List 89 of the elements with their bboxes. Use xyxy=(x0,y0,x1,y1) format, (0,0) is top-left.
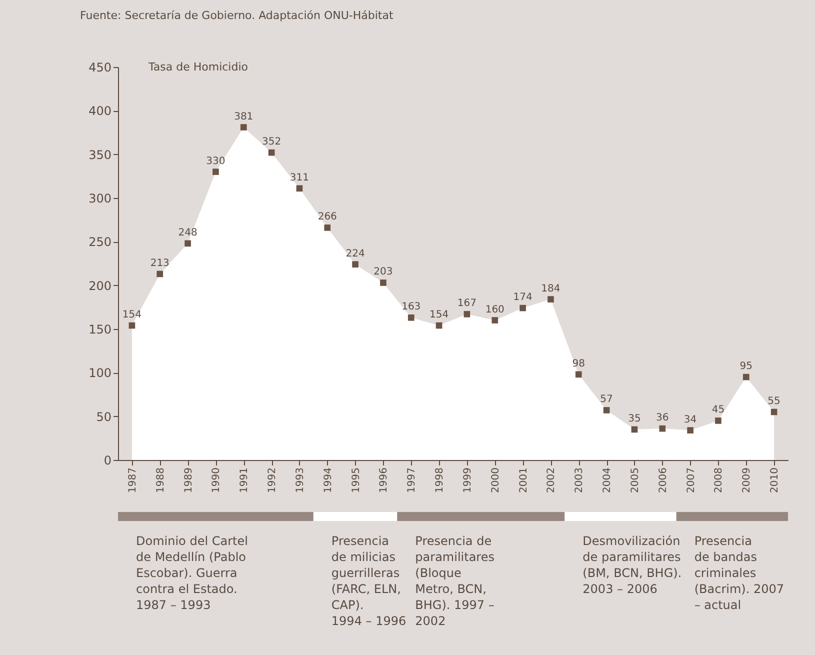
data-label: 57 xyxy=(600,394,613,406)
x-tick-label: 1998 xyxy=(434,468,446,493)
data-label: 55 xyxy=(768,396,780,407)
x-tick-label: 2005 xyxy=(630,468,641,493)
point xyxy=(687,427,694,434)
data-label: 203 xyxy=(374,266,393,278)
y-tick-label: 150 xyxy=(88,322,112,336)
x-tick-label: 1991 xyxy=(239,468,250,493)
point xyxy=(156,270,164,278)
x-tick-label: 2006 xyxy=(658,468,669,493)
data-label: 163 xyxy=(402,302,421,313)
data-label: 224 xyxy=(346,248,365,260)
point xyxy=(380,280,386,286)
data-label: 35 xyxy=(628,413,641,424)
x-tick-label: 1995 xyxy=(350,468,362,493)
y-tick-label: 350 xyxy=(88,148,112,162)
point xyxy=(184,240,191,247)
y-tick-label: 0 xyxy=(104,454,112,468)
x-tick-label: 1999 xyxy=(462,468,474,493)
x-tick-label: 1987 xyxy=(127,468,138,493)
x-tick-label: 2004 xyxy=(602,468,614,493)
y-tick-label: 250 xyxy=(88,235,112,250)
point xyxy=(128,322,136,329)
point xyxy=(324,224,331,231)
x-tick-label: 2007 xyxy=(686,468,697,493)
x-tick-label: 1990 xyxy=(211,468,222,493)
data-label: 95 xyxy=(740,361,752,372)
y-tick-label: 200 xyxy=(88,278,112,293)
y-tick-label: 100 xyxy=(88,366,112,380)
point xyxy=(296,185,303,192)
point xyxy=(715,418,722,424)
text: Presencia de bandas criminales (Bacrim). 2007 – actual xyxy=(694,534,784,612)
y-tick-label: 50 xyxy=(96,410,112,424)
point xyxy=(464,310,470,318)
point xyxy=(603,407,610,414)
point xyxy=(770,408,778,416)
point xyxy=(742,374,750,380)
data-label: 330 xyxy=(206,156,226,167)
data-label: 160 xyxy=(485,304,504,316)
data-label: 352 xyxy=(262,136,282,148)
data-label: 184 xyxy=(541,283,560,294)
point xyxy=(436,322,442,329)
data-label: 381 xyxy=(234,111,254,122)
x-tick-label: 2009 xyxy=(742,468,753,493)
data-label: 154 xyxy=(122,310,142,321)
data-label: 213 xyxy=(150,258,170,269)
x-tick-label: 1997 xyxy=(406,468,418,493)
y-tick-label: 300 xyxy=(88,192,112,206)
point xyxy=(631,426,638,433)
point xyxy=(659,425,666,432)
data-label: 266 xyxy=(318,212,337,223)
x-tick-label: 1994 xyxy=(322,468,334,493)
x-tick-label: 1996 xyxy=(378,468,390,493)
data-label: 248 xyxy=(178,227,198,238)
x-tick-label: 2001 xyxy=(518,468,530,493)
x-tick-label: 2010 xyxy=(770,468,781,493)
data-label: 174 xyxy=(513,292,532,304)
point xyxy=(492,317,498,324)
data-label: 36 xyxy=(656,412,669,424)
data-label: 98 xyxy=(572,358,585,370)
y-tick-label: 400 xyxy=(88,104,112,118)
data-label: 154 xyxy=(429,310,449,321)
text: Desmovilización de paramilitares (BM, BCN, BHG). 2003 – 2006 xyxy=(582,534,682,596)
point xyxy=(240,124,247,130)
x-tick-label: 2003 xyxy=(574,468,586,493)
point xyxy=(268,149,275,156)
x-tick-label: 1988 xyxy=(155,468,166,493)
point xyxy=(352,261,358,268)
y-tick-label: 450 xyxy=(88,60,112,74)
text: Dominio del Cartel de Medellín (Pablo Escobar). Guerra contra el Estado. 1987 – 1993 xyxy=(136,534,248,612)
x-tick-label: 1992 xyxy=(267,468,278,493)
data-label: 167 xyxy=(457,298,477,310)
point xyxy=(212,168,219,175)
point xyxy=(520,304,526,312)
point xyxy=(548,296,554,302)
data-label: 45 xyxy=(712,404,725,416)
x-tick-label: 1989 xyxy=(183,468,194,493)
data-label: 34 xyxy=(684,414,697,426)
text: Presencia de paramilitares (Bloque Metro, BCN, BHG). 1997 – 2002 xyxy=(415,534,494,628)
data-label: 311 xyxy=(290,172,310,184)
y-axis-title: Tasa de Homicidio xyxy=(148,60,248,74)
x-tick-label: 2002 xyxy=(546,468,558,493)
x-tick-label: 2000 xyxy=(490,468,502,493)
point xyxy=(575,371,582,378)
text: Presencia de milicias guerrilleras (FARC, ELN, CAP). 1994 – 1996 xyxy=(331,534,406,628)
x-tick-label: 1993 xyxy=(294,468,306,493)
x-tick-label: 2008 xyxy=(714,468,725,493)
point xyxy=(408,314,414,321)
source-note: Fuente: Secretaría de Gobierno. Adaptación ONU-Hábitat xyxy=(80,9,394,22)
